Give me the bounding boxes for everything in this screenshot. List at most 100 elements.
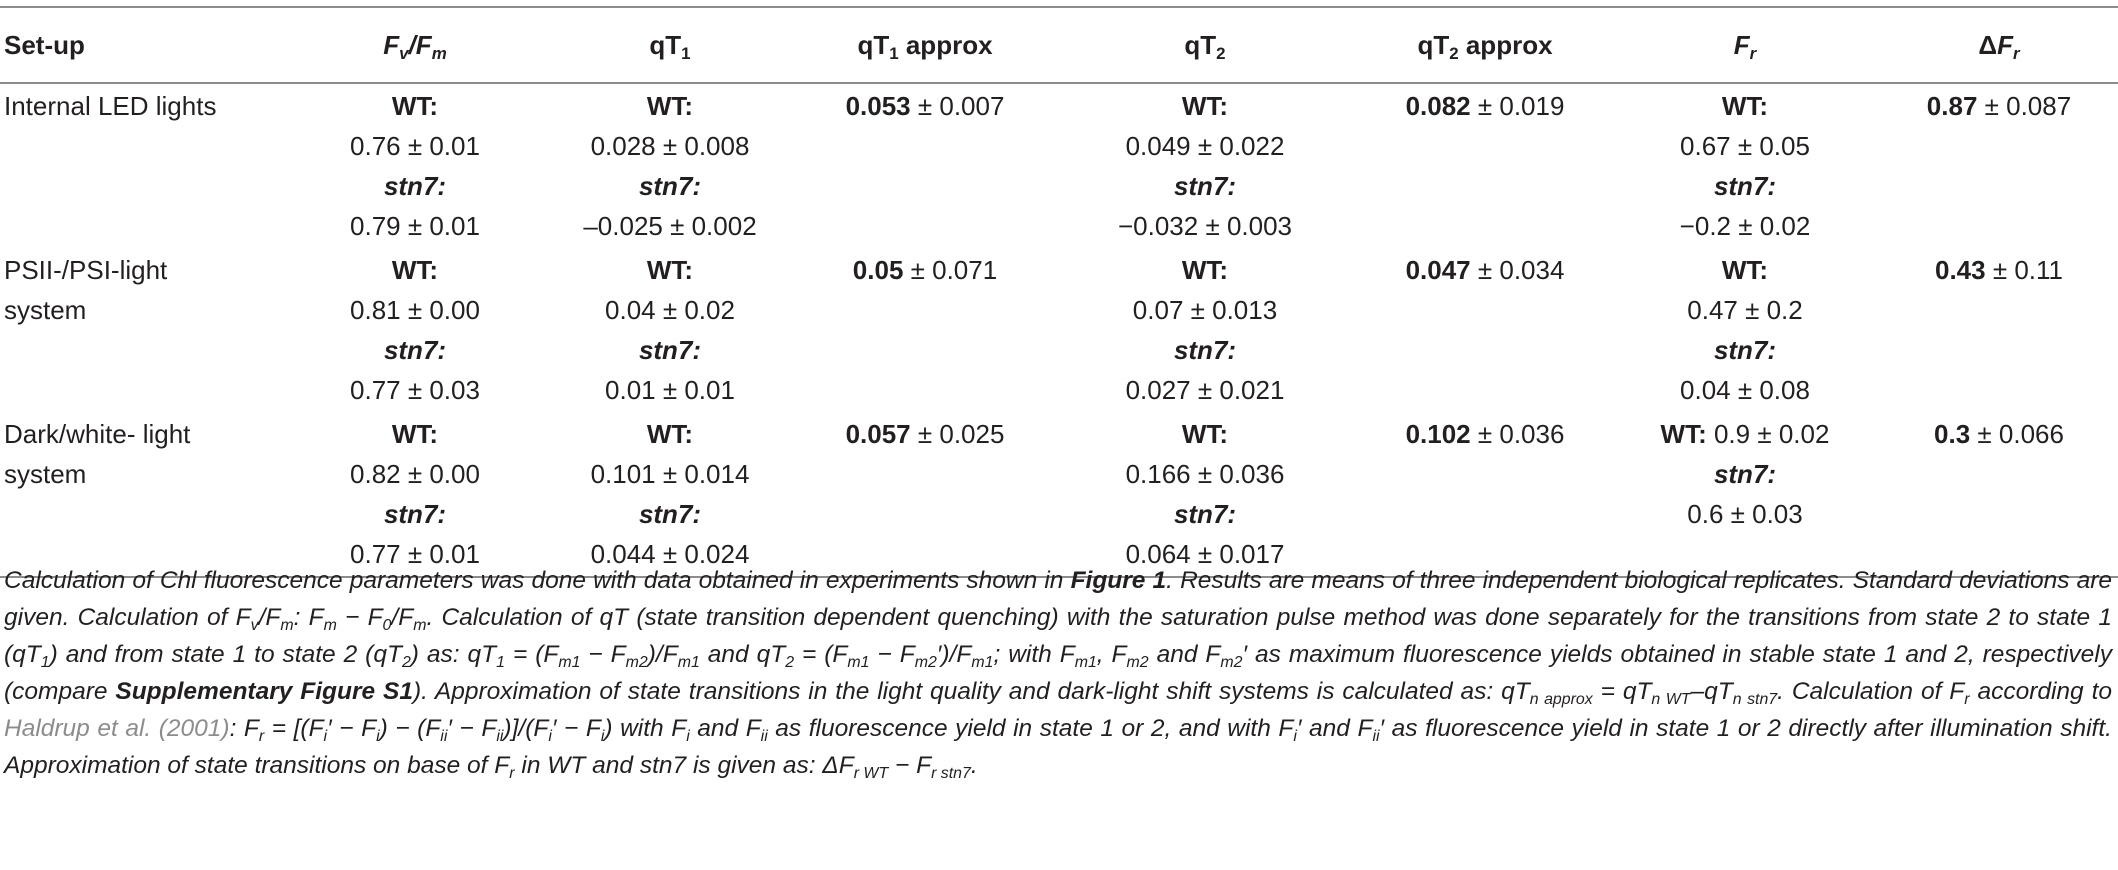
setup-label: Internal LED lights [4, 91, 217, 121]
qt2-approx-cell: 0.047 ± 0.034 [1360, 248, 1610, 412]
stn7-label: stn7: [1173, 335, 1237, 365]
haldrup-reference-link[interactable]: Haldrup et al. (2001) [4, 715, 230, 742]
setup-cell: Dark/white- light system [0, 412, 290, 577]
delta-sd: ± 0.11 [1985, 255, 2063, 285]
qt2-approx-cell: 0.102 ± 0.036 [1360, 412, 1610, 577]
wt-label: WT: [1721, 91, 1769, 121]
wt-value: 0.76 ± 0.01 [350, 131, 480, 161]
setup-label: system [4, 459, 87, 489]
setup-cell: Internal LED lights [0, 83, 290, 248]
approx-sd: ± 0.019 [1470, 91, 1565, 121]
fr-cell: WT: 0.67 ± 0.05 stn7: −0.2 ± 0.02 [1610, 83, 1880, 248]
delta-fr-cell: 0.43 ± 0.11 [1880, 248, 2118, 412]
approx-sd: ± 0.036 [1470, 419, 1565, 449]
stn7-value: 0.77 ± 0.01 [350, 539, 480, 569]
approx-sd: ± 0.034 [1470, 255, 1565, 285]
approx-sd: ± 0.071 [903, 255, 998, 285]
wt-label: WT: [1181, 419, 1229, 449]
qt2-cell: WT: 0.166 ± 0.036 stn7: 0.064 ± 0.017 [1050, 412, 1360, 577]
qt1-cell: WT: 0.101 ± 0.014 stn7: 0.044 ± 0.024 [540, 412, 800, 577]
stn7-value: 0.04 ± 0.08 [1680, 375, 1810, 405]
qt2-cell: WT: 0.07 ± 0.013 stn7: 0.027 ± 0.021 [1050, 248, 1360, 412]
fr-cell: WT: 0.47 ± 0.2 stn7: 0.04 ± 0.08 [1610, 248, 1880, 412]
wt-value: 0.028 ± 0.008 [590, 131, 750, 161]
stn7-label: stn7: [1713, 171, 1777, 201]
delta-value: 0.87 [1926, 91, 1978, 121]
qt2-cell: WT: 0.049 ± 0.022 stn7: −0.032 ± 0.003 [1050, 83, 1360, 248]
qt1-cell: WT: 0.028 ± 0.008 stn7: –0.025 ± 0.002 [540, 83, 800, 248]
header-qt2: qT2 [1184, 29, 1226, 63]
wt-value: 0.67 ± 0.05 [1680, 131, 1810, 161]
stn7-value: –0.025 ± 0.002 [583, 211, 757, 241]
wt-label: WT: [391, 255, 439, 285]
table-row: Dark/white- light system WT: 0.82 ± 0.00… [0, 412, 2118, 577]
delta-sd: ± 0.066 [1970, 419, 2064, 449]
approx-value: 0.082 [1405, 91, 1471, 121]
stn7-value: 0.6 ± 0.03 [1687, 499, 1803, 529]
approx-value: 0.102 [1405, 419, 1471, 449]
header-fr: Fr [1733, 29, 1757, 63]
stn7-value: −0.032 ± 0.003 [1117, 211, 1293, 241]
wt-label: WT: [391, 419, 439, 449]
wt-value: 0.82 ± 0.00 [350, 459, 480, 489]
stn7-label: stn7: [638, 171, 702, 201]
delta-sd: ± 0.087 [1977, 91, 2072, 121]
approx-sd: ± 0.025 [910, 419, 1005, 449]
wt-label: WT: [646, 419, 694, 449]
header-qt2-approx: qT2 approx [1417, 29, 1553, 63]
approx-value: 0.057 [845, 419, 911, 449]
wt-label: WT: [1721, 255, 1769, 285]
wt-value: 0.47 ± 0.2 [1687, 295, 1803, 325]
delta-fr-cell: 0.3 ± 0.066 [1880, 412, 2118, 577]
stn7-value: 0.027 ± 0.021 [1125, 375, 1285, 405]
stn7-value: 0.064 ± 0.017 [1125, 539, 1285, 569]
fr-cell: WT: 0.9 ± 0.02 stn7: 0.6 ± 0.03 [1610, 412, 1880, 577]
wt-value: 0.07 ± 0.013 [1132, 295, 1278, 325]
supplementary-figure-link[interactable]: Supplementary Figure S1 [115, 678, 413, 705]
stn7-label: stn7: [638, 499, 702, 529]
table-footnote: Calculation of Chl fluorescence paramete… [4, 567, 2113, 782]
wt-label: WT: [1181, 91, 1229, 121]
qt2-approx-cell: 0.082 ± 0.019 [1360, 83, 1610, 248]
setup-label: Dark/white- light [4, 419, 191, 449]
header-setup: Set-up [4, 29, 85, 60]
wt-label: WT: [646, 91, 694, 121]
header-row: Set-up Fv/Fm qT1 qT1 approx qT2 qT2 appr… [0, 7, 2118, 83]
stn7-value: 0.01 ± 0.01 [605, 375, 735, 405]
fvfm-cell: WT: 0.82 ± 0.00 stn7: 0.77 ± 0.01 [290, 412, 540, 577]
stn7-label: stn7: [1713, 459, 1777, 489]
wt-label: WT: [646, 255, 694, 285]
delta-fr-cell: 0.87 ± 0.087 [1880, 83, 2118, 248]
fvfm-cell: WT: 0.76 ± 0.01 stn7: 0.79 ± 0.01 [290, 83, 540, 248]
wt-value: 0.04 ± 0.02 [605, 295, 735, 325]
header-qt1-approx: qT1 approx [857, 29, 993, 63]
qt1-approx-cell: 0.05 ± 0.071 [800, 248, 1050, 412]
wt-label: WT: [1660, 419, 1707, 449]
stn7-label: stn7: [1713, 335, 1777, 365]
stn7-label: stn7: [383, 499, 447, 529]
approx-value: 0.053 [845, 91, 911, 121]
approx-value: 0.047 [1405, 255, 1471, 285]
table-row: Internal LED lights WT: 0.76 ± 0.01 stn7… [0, 83, 2118, 248]
stn7-value: 0.77 ± 0.03 [350, 375, 480, 405]
qt1-approx-cell: 0.053 ± 0.007 [800, 83, 1050, 248]
table-row: PSII-/PSI-light system WT: 0.81 ± 0.00 s… [0, 248, 2118, 412]
approx-value: 0.05 [852, 255, 904, 285]
stn7-label: stn7: [383, 171, 447, 201]
stn7-value: 0.044 ± 0.024 [590, 539, 750, 569]
wt-label: WT: [391, 91, 439, 121]
wt-value: 0.9 ± 0.02 [1706, 419, 1830, 449]
setup-label: PSII-/PSI-light [4, 255, 168, 285]
wt-value: 0.81 ± 0.00 [350, 295, 480, 325]
setup-label: system [4, 295, 87, 325]
wt-value: 0.101 ± 0.014 [590, 459, 750, 489]
stn7-label: stn7: [1173, 171, 1237, 201]
header-delta-fr: ΔFr [1978, 29, 2020, 63]
wt-label: WT: [1181, 255, 1229, 285]
stn7-label: stn7: [1173, 499, 1237, 529]
delta-value: 0.3 [1934, 419, 1971, 449]
fvfm-cell: WT: 0.81 ± 0.00 stn7: 0.77 ± 0.03 [290, 248, 540, 412]
figure-1-link[interactable]: Figure 1 [1070, 567, 1167, 594]
qt1-cell: WT: 0.04 ± 0.02 stn7: 0.01 ± 0.01 [540, 248, 800, 412]
